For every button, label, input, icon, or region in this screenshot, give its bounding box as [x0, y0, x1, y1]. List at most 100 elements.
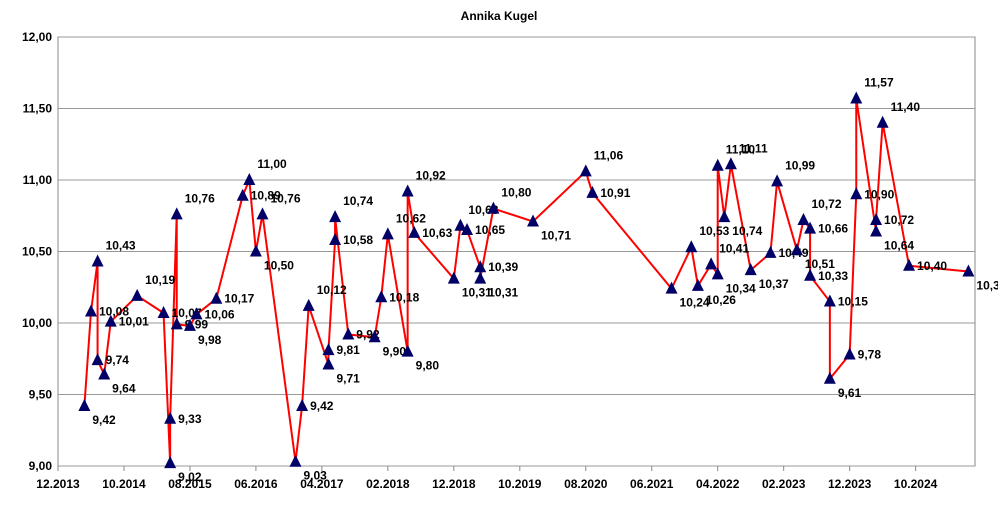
data-label: 9,90: [383, 344, 407, 358]
data-label: 10,72: [811, 197, 841, 211]
marker: [454, 218, 467, 231]
data-label: 10,37: [759, 277, 789, 291]
marker: [711, 158, 724, 171]
marker: [236, 188, 249, 201]
marker: [322, 343, 335, 356]
marker: [98, 367, 111, 380]
x-tick-label: 06.2021: [630, 477, 674, 491]
marker: [850, 187, 863, 200]
marker: [586, 185, 599, 198]
data-label: 10,51: [805, 257, 835, 271]
data-label: 10,90: [864, 187, 894, 201]
data-label: 10,43: [106, 239, 136, 253]
data-label: 9,42: [310, 399, 334, 413]
data-label: 10,34: [726, 281, 756, 295]
marker: [78, 398, 91, 411]
data-label: 10,76: [271, 191, 301, 205]
y-tick-label: 11,00: [23, 173, 53, 187]
data-label: 9,80: [416, 359, 440, 373]
marker: [823, 371, 836, 384]
data-label: 9,71: [336, 371, 360, 385]
marker: [526, 214, 539, 227]
marker: [401, 344, 414, 357]
data-label: 10,17: [224, 292, 254, 306]
marker: [876, 115, 889, 128]
data-label: 9,42: [92, 413, 116, 427]
data-label: 10,80: [501, 186, 531, 200]
marker: [91, 353, 104, 366]
x-tick-label: 02.2018: [366, 477, 410, 491]
data-label: 10,65: [475, 223, 505, 237]
data-label: 9,64: [112, 381, 136, 395]
data-label: 10,33: [818, 269, 848, 283]
data-label: 10,19: [145, 273, 175, 287]
marker: [447, 271, 460, 284]
marker: [210, 291, 223, 304]
marker: [804, 268, 817, 281]
marker: [183, 318, 196, 331]
marker: [870, 224, 883, 237]
marker: [903, 258, 916, 271]
data-label: 11,10: [726, 143, 756, 157]
data-label: 10,39: [488, 260, 518, 274]
marker: [408, 225, 421, 238]
marker: [487, 201, 500, 214]
marker: [329, 233, 342, 246]
data-label: 10,71: [541, 228, 571, 242]
marker: [823, 294, 836, 307]
marker: [164, 411, 177, 424]
data-label: 9,03: [303, 469, 327, 483]
data-label: 10,89: [251, 189, 281, 203]
data-label: 10,12: [317, 283, 347, 297]
data-label: 9,02: [178, 470, 202, 484]
data-label: 10,31: [488, 286, 518, 300]
data-label: 10,74: [732, 224, 762, 238]
x-tick-label: 12.2013: [36, 477, 80, 491]
marker: [84, 304, 97, 317]
marker: [474, 271, 487, 284]
marker: [718, 210, 731, 223]
y-tick-label: 10,00: [22, 316, 52, 330]
marker: [190, 307, 203, 320]
data-label: 10,24: [680, 296, 710, 310]
data-label: 10,36: [976, 279, 998, 293]
marker: [289, 454, 302, 467]
x-tick-label: 04.2017: [300, 477, 344, 491]
data-label: 10,76: [185, 191, 215, 205]
marker: [711, 267, 724, 280]
marker: [804, 221, 817, 234]
data-label: 11,57: [864, 75, 894, 89]
y-tick-label: 9,50: [29, 388, 53, 402]
data-label: 10,40: [917, 259, 947, 273]
marker: [474, 260, 487, 273]
marker: [401, 184, 414, 197]
marker: [962, 264, 975, 277]
marker: [771, 174, 784, 187]
data-label: 10,31: [462, 286, 492, 300]
marker: [342, 327, 355, 340]
data-label: 10,91: [600, 186, 630, 200]
marker: [381, 227, 394, 240]
marker: [243, 173, 256, 185]
marker: [368, 330, 381, 343]
data-label: 9,74: [106, 353, 130, 367]
marker: [322, 357, 335, 370]
marker: [164, 456, 177, 469]
marker: [131, 288, 144, 301]
marker: [170, 317, 183, 330]
data-label: 10,92: [416, 168, 446, 182]
data-label: 10,99: [785, 158, 815, 172]
marker: [705, 257, 718, 270]
data-label: 11,40: [891, 100, 921, 114]
y-tick-label: 9,00: [29, 459, 53, 473]
data-label: 10,08: [99, 305, 129, 319]
marker: [329, 210, 342, 223]
x-tick-label: 08.2015: [168, 477, 212, 491]
marker: [764, 245, 777, 258]
data-label: 10,62: [396, 211, 426, 225]
x-tick-label: 10.2019: [498, 477, 542, 491]
data-label: 10,58: [343, 233, 373, 247]
marker: [375, 290, 388, 303]
data-label: 11,11: [739, 141, 768, 155]
